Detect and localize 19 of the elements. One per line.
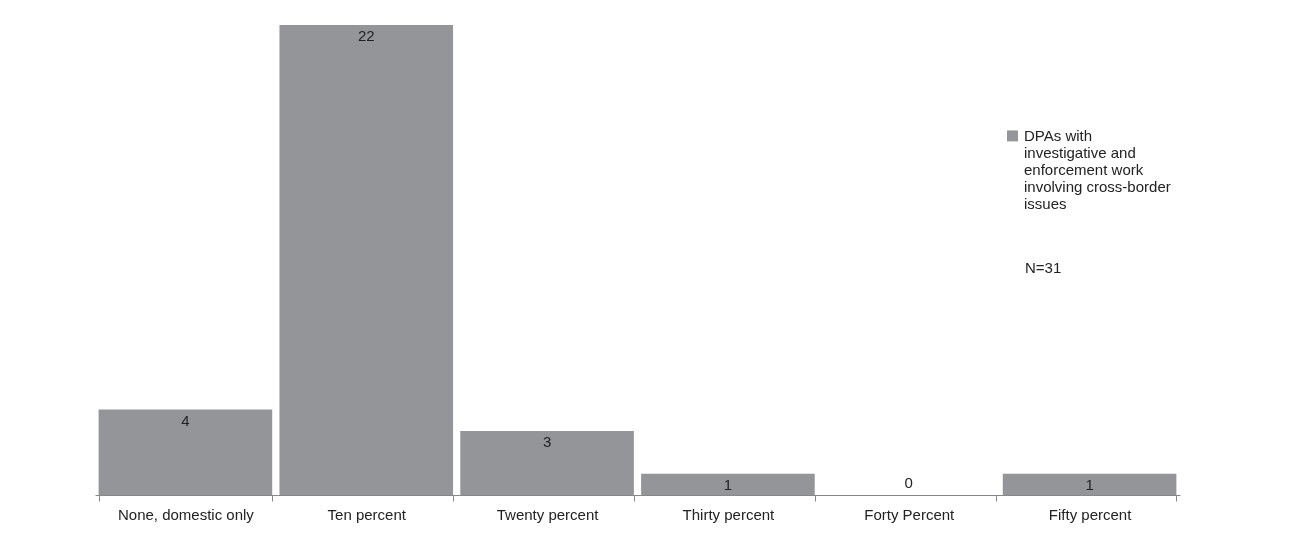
data-label: 0	[904, 474, 913, 491]
bar	[1002, 473, 1177, 495]
data-label: 4	[181, 411, 190, 429]
x-tick-label: Twenty percent	[496, 505, 600, 523]
data-label: 22	[357, 27, 375, 44]
x-tick-label: Thirty percent	[682, 505, 776, 523]
bar	[279, 25, 454, 495]
legend-label: DPAs with investigative and enforcement work involving cross-border issues	[1024, 126, 1171, 212]
x-tick-label: None, domestic only	[117, 505, 255, 523]
x-tick-label: Fifty percent	[1048, 505, 1133, 523]
bar	[460, 430, 634, 495]
bar	[641, 473, 815, 495]
x-tick-label: Ten percent	[327, 505, 407, 523]
x-tick-label: Forty Percent	[864, 505, 956, 523]
data-label: 3	[542, 432, 552, 450]
data-label: 1	[1085, 475, 1094, 493]
annotation: N=31	[1025, 259, 1062, 277]
bar	[98, 409, 273, 495]
data-label: 1	[723, 475, 733, 493]
